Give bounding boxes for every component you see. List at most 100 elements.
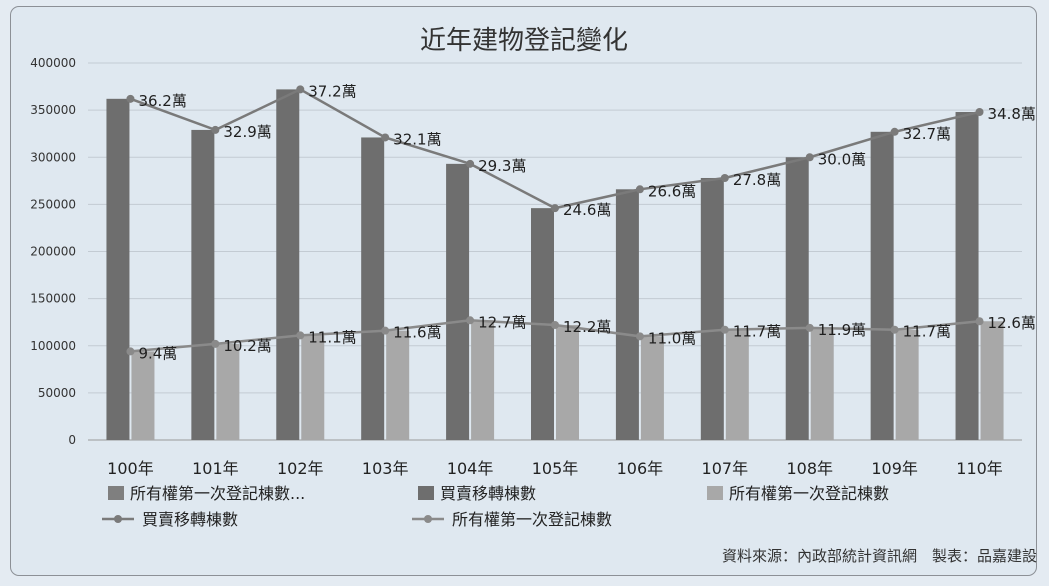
bar — [446, 163, 470, 440]
legend-swatch — [418, 486, 434, 500]
legend-swatch — [108, 486, 124, 500]
x-tick-label: 103年 — [362, 459, 409, 478]
bar — [725, 329, 749, 440]
data-label: 11.0萬 — [648, 329, 696, 347]
x-tick-label: 104年 — [447, 459, 494, 478]
data-label: 36.2萬 — [138, 92, 186, 110]
bar — [386, 330, 410, 440]
series-line — [130, 87, 980, 210]
x-tick-label: 102年 — [277, 459, 324, 478]
line-point — [466, 159, 475, 168]
data-label: 12.2萬 — [563, 318, 611, 336]
y-tick-label: 400000 — [30, 56, 76, 70]
bar — [980, 321, 1004, 440]
x-tick-label: 106年 — [617, 459, 664, 478]
data-label: 30.0萬 — [818, 150, 866, 168]
data-label: 11.1萬 — [308, 328, 356, 346]
line-point — [975, 108, 984, 117]
data-label: 24.6萬 — [563, 201, 611, 219]
line-point — [126, 347, 135, 356]
line-point — [890, 325, 899, 334]
y-tick-label: 350000 — [30, 103, 76, 117]
data-label: 11.7萬 — [903, 323, 951, 341]
data-label: 32.1萬 — [393, 130, 441, 148]
line-point — [805, 153, 814, 162]
line-point — [720, 325, 729, 334]
y-tick-label: 300000 — [30, 150, 76, 164]
data-label: 12.7萬 — [478, 313, 526, 331]
bar — [301, 335, 325, 440]
source-note: 資料來源：內政部統計資訊網 製表：品嘉建設 — [722, 547, 1037, 565]
legend-swatch-marker — [424, 515, 432, 523]
legend-label: 所有權第一次登記棟數... — [130, 484, 305, 503]
line-point — [720, 173, 729, 182]
data-label: 29.3萬 — [478, 157, 526, 175]
data-label: 10.2萬 — [223, 337, 271, 355]
y-tick-label: 0 — [68, 433, 76, 447]
x-tick-label: 100年 — [107, 459, 154, 478]
line-point — [635, 332, 644, 341]
line-point — [805, 323, 814, 332]
data-label: 11.9萬 — [818, 321, 866, 339]
x-tick-label: 107年 — [702, 459, 749, 478]
chart-frame — [10, 6, 1037, 576]
x-tick-label: 110年 — [956, 459, 1003, 478]
bar — [700, 177, 724, 441]
legend-label: 買賣移轉棟數 — [142, 510, 238, 529]
data-label: 11.6萬 — [393, 324, 441, 342]
bar — [870, 131, 894, 441]
line-point — [635, 185, 644, 194]
x-tick-label: 105年 — [532, 459, 579, 478]
data-label: 34.8萬 — [988, 105, 1036, 123]
bar — [471, 320, 495, 440]
bar — [640, 336, 664, 440]
x-tick-label: 109年 — [871, 459, 918, 478]
bar — [785, 157, 809, 440]
legend-swatch-marker — [114, 515, 122, 523]
data-label: 11.7萬 — [733, 323, 781, 341]
line-point — [211, 339, 220, 348]
bar — [615, 189, 639, 440]
line-point — [211, 125, 220, 134]
line-point — [296, 85, 305, 94]
line-point — [381, 133, 390, 142]
bar — [276, 89, 300, 440]
bar — [361, 137, 385, 440]
line-point — [551, 321, 559, 330]
y-tick-label: 50000 — [38, 386, 76, 400]
bar — [216, 343, 240, 440]
bar — [106, 98, 130, 440]
bar — [191, 129, 215, 441]
data-label: 9.4萬 — [138, 344, 177, 362]
data-label: 32.7萬 — [903, 125, 951, 143]
line-point — [296, 331, 305, 340]
legend-label: 所有權第一次登記棟數 — [729, 484, 889, 503]
legend-swatch — [707, 486, 723, 500]
bar — [810, 327, 834, 440]
line-point — [466, 316, 475, 325]
y-tick-label: 100000 — [30, 339, 76, 353]
bar — [955, 112, 979, 440]
bar — [895, 329, 919, 440]
data-label: 32.9萬 — [223, 123, 271, 141]
line-point — [975, 317, 984, 326]
line-point — [551, 204, 559, 213]
legend-label: 所有權第一次登記棟數 — [452, 510, 612, 529]
y-tick-label: 250000 — [30, 197, 76, 211]
data-label: 37.2萬 — [308, 82, 356, 100]
y-tick-label: 150000 — [30, 292, 76, 306]
line-point — [381, 326, 390, 335]
line-point — [126, 94, 135, 103]
x-tick-label: 101年 — [192, 459, 239, 478]
legend-label: 買賣移轉棟數 — [440, 484, 536, 503]
data-label: 12.6萬 — [988, 314, 1036, 332]
x-tick-label: 108年 — [786, 459, 833, 478]
y-tick-label: 200000 — [30, 245, 76, 259]
data-label: 27.8萬 — [733, 171, 781, 189]
bar — [556, 325, 579, 440]
chart-title: 近年建物登記變化 — [420, 26, 628, 56]
line-point — [890, 127, 899, 136]
bar — [131, 351, 155, 440]
data-label: 26.6萬 — [648, 182, 696, 200]
